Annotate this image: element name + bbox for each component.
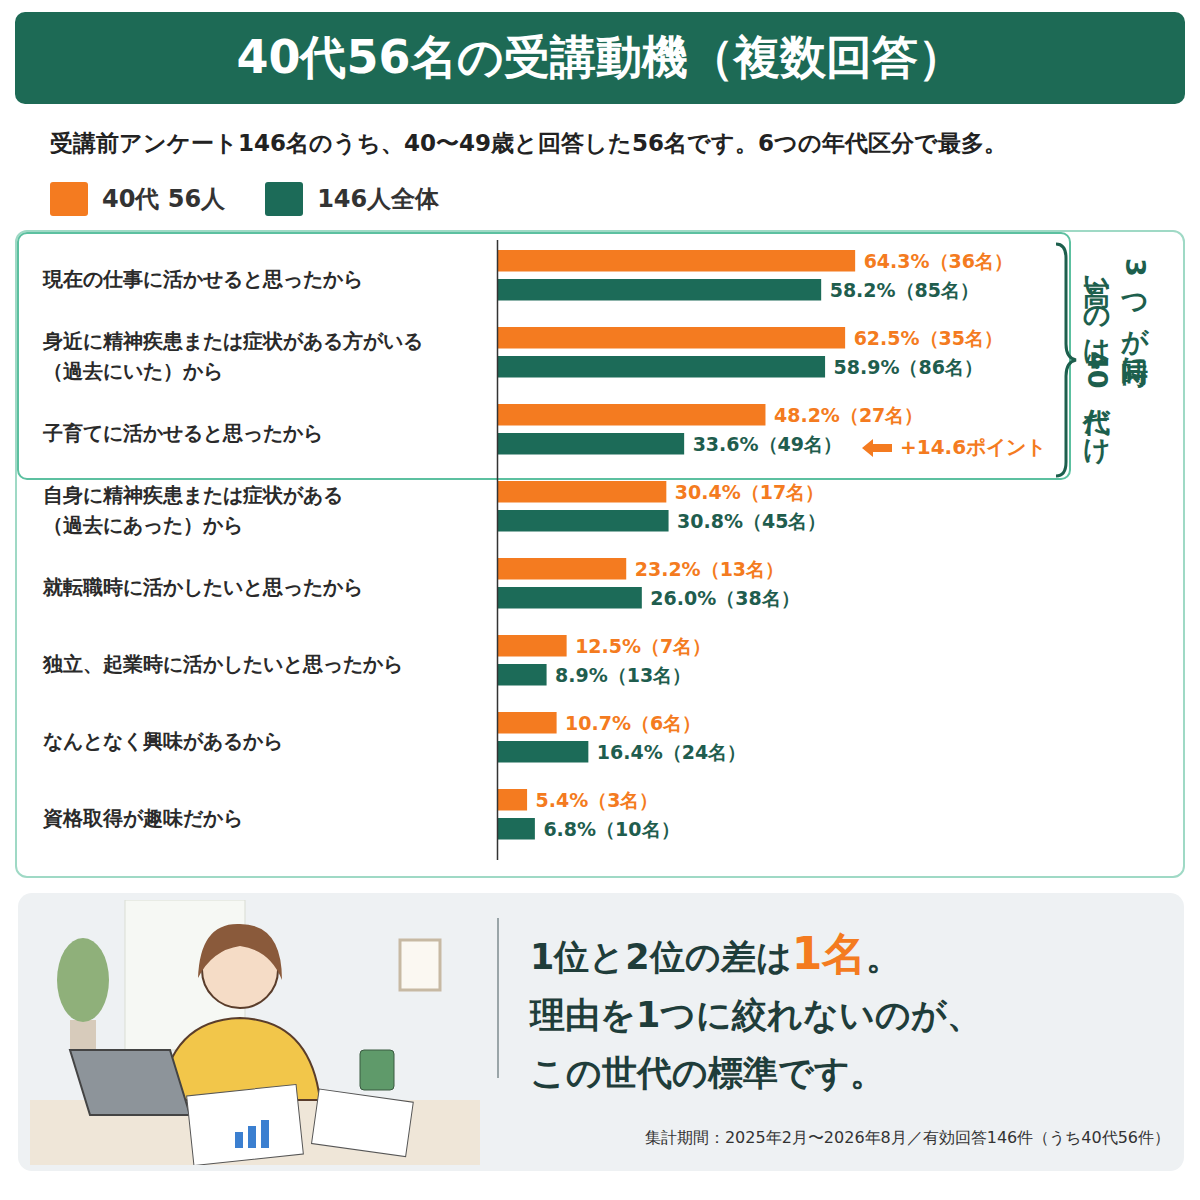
html-text:146人全体: 146人全体 [317, 185, 440, 213]
svg-text:なんとなく興味があるから: なんとなく興味があるから [43, 729, 283, 753]
svg-text:58.2%（85名）: 58.2%（85名） [830, 279, 979, 301]
svg-text:5.4%（3名）: 5.4%（3名） [536, 789, 659, 811]
svg-text:10.7%（6名）: 10.7%（6名） [565, 712, 701, 734]
svg-text:就転職時に活かしたいと思ったから: 就転職時に活かしたいと思ったから [42, 575, 363, 599]
html-text:3つが同時に: 3つが同時に [1120, 258, 1151, 370]
svg-text:8.9%（13名）: 8.9%（13名） [555, 664, 691, 686]
html-text:高いのは・40代だけ: 高いのは・40代だけ [1082, 258, 1113, 451]
html-text:1位と2位の差は1名。: 1位と2位の差は1名。 [530, 928, 902, 979]
html-text:理由を1つに絞れないのが、: 理由を1つに絞れないのが、 [530, 995, 983, 1035]
svg-text:26.0%（38名）: 26.0%（38名） [650, 587, 799, 609]
svg-text:16.4%（24名）: 16.4%（24名） [597, 741, 746, 763]
svg-text:58.9%（86名）: 58.9%（86名） [834, 356, 983, 378]
svg-text:子育てに活かせると思ったから: 子育てに活かせると思ったから [42, 421, 323, 445]
svg-text:6.8%（10名）: 6.8%（10名） [543, 818, 679, 840]
svg-text:自身に精神疾患または症状がある（過去にあった）から: 自身に精神疾患または症状がある（過去にあった）から [43, 483, 343, 537]
html-text:+14.6ポイント: +14.6ポイント [900, 435, 1047, 459]
html-text:受講前アンケート146名のうち、40〜49歳と回答した56名: 受講前アンケート146名のうち、40〜49歳と回答した56名です。6つの年代区分… [50, 130, 1007, 156]
svg-text:資格取得が趣味だから: 資格取得が趣味だから [42, 806, 243, 830]
svg-text:23.2%（13名）: 23.2%（13名） [635, 558, 784, 580]
svg-text:30.4%（17名）: 30.4%（17名） [675, 481, 824, 503]
svg-text:現在の仕事に活かせると思ったから: 現在の仕事に活かせると思ったから [42, 267, 363, 291]
svg-text:62.5%（35名）: 62.5%（35名） [854, 327, 1003, 349]
svg-text:64.3%（36名）: 64.3%（36名） [864, 250, 1013, 272]
svg-text:30.8%（45名）: 30.8%（45名） [677, 510, 826, 532]
html-text:40代56名の受講動機（複数回答）: 40代56名の受講動機（複数回答） [236, 30, 964, 84]
svg-text:独立、起業時に活かしたいと思ったから: 独立、起業時に活かしたいと思ったから [42, 652, 403, 676]
html-text:この世代の標準です。: この世代の標準です。 [530, 1053, 885, 1093]
html-text:集計期間：2025年2月〜2026年8月／有効回答146件（: 集計期間：2025年2月〜2026年8月／有効回答146件（うち40代56件） [644, 1128, 1170, 1147]
svg-text:33.6%（49名）: 33.6%（49名） [693, 433, 842, 455]
html-text:40代 56人: 40代 56人 [102, 185, 226, 213]
svg-text:身近に精神疾患または症状がある方がいる（過去にいた）から: 身近に精神疾患または症状がある方がいる（過去にいた）から [42, 329, 423, 383]
svg-text:48.2%（27名）: 48.2%（27名） [774, 404, 923, 426]
svg-text:12.5%（7名）: 12.5%（7名） [575, 635, 711, 657]
